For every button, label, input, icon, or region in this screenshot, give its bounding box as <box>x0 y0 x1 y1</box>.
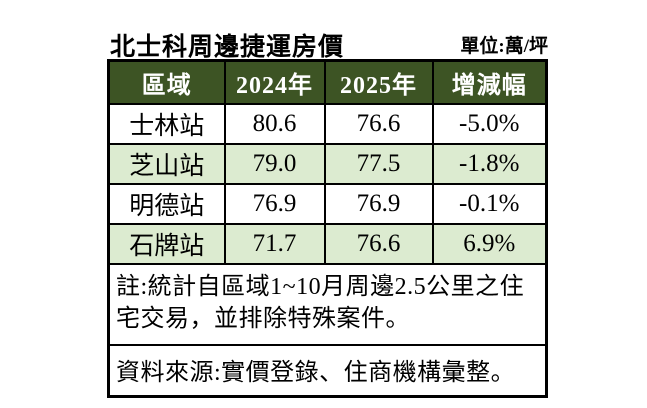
note-row: 註:統計自區域1~10月周邊2.5公里之住宅交易，並排除特殊案件。 <box>107 263 548 346</box>
price-2025-cell: 77.5 <box>323 143 434 185</box>
price-2025-cell: 76.6 <box>323 103 434 145</box>
table-row: 明德站 76.9 76.9 -0.1% <box>107 183 548 225</box>
price-2024-cell: 80.6 <box>223 103 326 145</box>
header-cell-change: 增減幅 <box>431 59 548 105</box>
header-cell-2024: 2024年 <box>223 59 326 105</box>
change-cell: -1.8% <box>431 143 548 185</box>
header-cell-region: 區域 <box>107 59 226 105</box>
table-row: 芝山站 79.0 77.5 -1.8% <box>107 143 548 185</box>
table-header-row: 區域 2024年 2025年 增減幅 <box>107 59 548 105</box>
change-cell: -5.0% <box>431 103 548 145</box>
page-title: 北士科周邊捷運房價 <box>110 34 345 61</box>
price-2024-cell: 71.7 <box>223 223 326 265</box>
price-table: 區域 2024年 2025年 增減幅 士林站 80.6 76.6 -5.0% 芝… <box>107 59 548 398</box>
table-row: 士林站 80.6 76.6 -5.0% <box>107 103 548 145</box>
station-name-cell: 芝山站 <box>107 143 226 185</box>
price-2025-cell: 76.9 <box>323 183 434 225</box>
price-2024-cell: 79.0 <box>223 143 326 185</box>
change-cell: 6.9% <box>431 223 548 265</box>
change-cell: -0.1% <box>431 183 548 225</box>
station-name-cell: 石牌站 <box>107 223 226 265</box>
price-2024-cell: 76.9 <box>223 183 326 225</box>
price-2025-cell: 76.6 <box>323 223 434 265</box>
header-cell-2025: 2025年 <box>323 59 434 105</box>
source-row: 資料來源:實價登錄、住商機構彙整。 <box>107 343 548 398</box>
table-row: 石牌站 71.7 76.6 6.9% <box>107 223 548 265</box>
station-name-cell: 士林站 <box>107 103 226 145</box>
source-text: 資料來源:實價登錄、住商機構彙整。 <box>107 343 548 398</box>
note-text: 註:統計自區域1~10月周邊2.5公里之住宅交易，並排除特殊案件。 <box>107 263 548 346</box>
station-name-cell: 明德站 <box>107 183 226 225</box>
unit-label: 單位:萬/坪 <box>460 36 548 57</box>
